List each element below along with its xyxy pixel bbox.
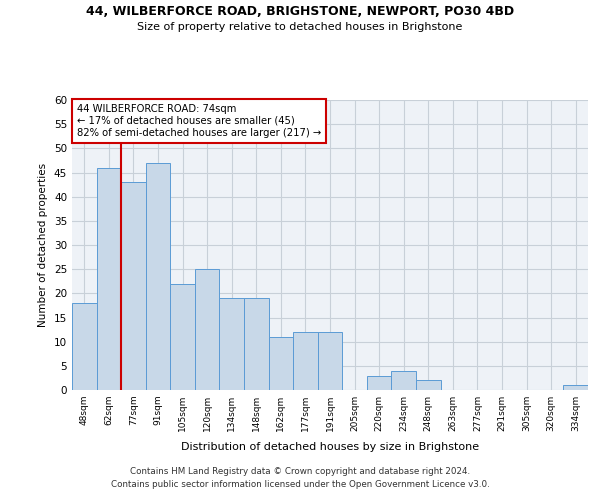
Bar	[97, 168, 121, 390]
Bar	[269, 337, 293, 390]
Bar	[121, 182, 146, 390]
Bar	[72, 303, 97, 390]
Bar	[318, 332, 342, 390]
Bar	[146, 163, 170, 390]
Bar	[220, 298, 244, 390]
Text: 44 WILBERFORCE ROAD: 74sqm
← 17% of detached houses are smaller (45)
82% of semi: 44 WILBERFORCE ROAD: 74sqm ← 17% of deta…	[77, 104, 322, 138]
Text: 44, WILBERFORCE ROAD, BRIGHSTONE, NEWPORT, PO30 4BD: 44, WILBERFORCE ROAD, BRIGHSTONE, NEWPOR…	[86, 5, 514, 18]
Bar	[416, 380, 440, 390]
Text: Contains HM Land Registry data © Crown copyright and database right 2024.: Contains HM Land Registry data © Crown c…	[130, 467, 470, 476]
Bar	[195, 269, 220, 390]
Text: Contains public sector information licensed under the Open Government Licence v3: Contains public sector information licen…	[110, 480, 490, 489]
Bar	[367, 376, 391, 390]
Y-axis label: Number of detached properties: Number of detached properties	[38, 163, 49, 327]
Bar	[391, 370, 416, 390]
Text: Distribution of detached houses by size in Brighstone: Distribution of detached houses by size …	[181, 442, 479, 452]
Bar	[244, 298, 269, 390]
Bar	[170, 284, 195, 390]
Bar	[563, 385, 588, 390]
Bar	[293, 332, 318, 390]
Text: Size of property relative to detached houses in Brighstone: Size of property relative to detached ho…	[137, 22, 463, 32]
